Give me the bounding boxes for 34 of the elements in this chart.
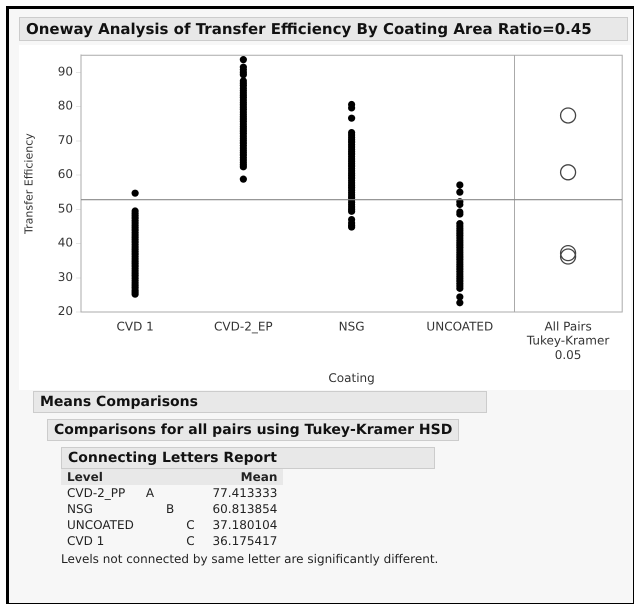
text: Mean (200, 469, 284, 485)
x-tick-label: All Pairs Tukey-Kramer 0.05 (526, 319, 610, 362)
y-tick-label: 50 (58, 201, 73, 216)
text: C (186, 518, 195, 532)
category-label: CVD 1 (66, 533, 106, 549)
category-label: UNCOATED (66, 517, 135, 533)
y-axis-title: Transfer Efficiency (22, 132, 36, 235)
text: Levels not connected by same letter are significantly different. (61, 552, 440, 566)
chart-title: Oneway Analysis of Transfer Efficiency By Coating Area Ratio=0.45 (19, 17, 628, 41)
text: B (166, 502, 174, 516)
y-tick-label: 70 (58, 132, 73, 147)
y-tick-label: 90 (58, 64, 73, 78)
y-tick-label: 30 (58, 270, 73, 284)
data-label: 60.813854 (211, 501, 278, 517)
x-tick-label: UNCOATED (426, 319, 494, 334)
text: Comparisons for all pairs using Tukey-Kramer HSD (47, 419, 460, 441)
x-axis-title: Coating (328, 370, 375, 385)
text: C (186, 534, 195, 548)
text: A (146, 486, 154, 500)
x-tick-label: CVD-2_EP (214, 319, 273, 334)
data-label: 37.180104 (211, 517, 278, 533)
data-label: 77.413333 (211, 485, 278, 501)
y-tick-label: 60 (58, 167, 73, 182)
text: Means Comparisons (33, 391, 487, 413)
y-tick-label: 40 (58, 236, 73, 250)
x-tick-label: CVD 1 (116, 319, 154, 334)
category-label: CVD-2_PP (66, 485, 126, 501)
y-tick-label: 80 (58, 98, 73, 113)
y-tick-label: 20 (58, 304, 73, 318)
data-label: 36.175417 (211, 533, 278, 549)
x-tick-label: NSG (338, 319, 365, 334)
legend-title: Connecting Letters Report (61, 447, 435, 469)
category-label: NSG (66, 501, 94, 517)
text: Level (61, 469, 140, 485)
